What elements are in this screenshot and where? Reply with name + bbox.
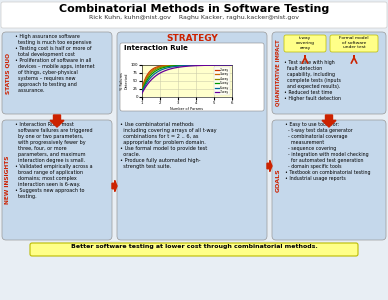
5-way (164, 65, 168, 69)
2-way (145, 73, 150, 76)
Polygon shape (50, 115, 64, 127)
FancyBboxPatch shape (284, 35, 326, 52)
Line: 5-way: 5-way (142, 65, 232, 91)
7-way (230, 63, 234, 67)
4-way (140, 88, 144, 92)
2-way (164, 64, 168, 67)
FancyBboxPatch shape (117, 32, 267, 240)
5-way (222, 63, 227, 67)
4-way (164, 64, 168, 68)
6-way (143, 83, 148, 87)
FancyBboxPatch shape (2, 32, 112, 114)
5-way (143, 81, 148, 85)
FancyBboxPatch shape (2, 120, 112, 240)
2-way (143, 76, 148, 80)
6-way (164, 66, 168, 70)
Text: • Interaction Rule: most
  software failures are triggered
  by one or two param: • Interaction Rule: most software failur… (15, 122, 93, 199)
Y-axis label: % Failures
Detected: % Failures Detected (120, 72, 129, 90)
2-way (140, 87, 144, 91)
6-way (222, 63, 227, 67)
3-way (164, 64, 168, 68)
Line: 3-way: 3-way (142, 65, 232, 90)
7-way (140, 92, 144, 95)
Text: STATUS QUO: STATUS QUO (5, 52, 10, 94)
Text: QUANTITATIVE IMPACT: QUANTITATIVE IMPACT (275, 40, 281, 106)
Text: Rick Kuhn, kuhn@nist.gov    Raghu Kacker, raghu.kacker@nist.gov: Rick Kuhn, kuhn@nist.gov Raghu Kacker, r… (89, 15, 299, 20)
Text: Better software testing at lower cost through combinatorial methods.: Better software testing at lower cost th… (71, 244, 317, 249)
4-way (145, 76, 150, 80)
Text: STRATEGY: STRATEGY (166, 34, 218, 43)
2-way (222, 63, 227, 67)
2-way (230, 63, 234, 67)
Text: GOALS: GOALS (275, 168, 281, 192)
7-way (143, 85, 148, 89)
3-way (145, 74, 150, 78)
FancyBboxPatch shape (272, 32, 386, 114)
3-way (222, 63, 227, 67)
Text: • High assurance software
  testing is much too expensive
• Testing cost is half: • High assurance software testing is muc… (15, 34, 95, 93)
FancyBboxPatch shape (120, 43, 264, 111)
Line: 7-way: 7-way (142, 65, 232, 93)
7-way (225, 63, 230, 67)
3-way (140, 88, 144, 92)
FancyBboxPatch shape (30, 243, 358, 256)
6-way (230, 63, 234, 67)
3-way (230, 63, 234, 67)
FancyBboxPatch shape (330, 35, 378, 52)
7-way (156, 72, 161, 76)
Line: 6-way: 6-way (142, 65, 232, 92)
6-way (225, 63, 230, 67)
4-way (143, 79, 148, 83)
7-way (145, 82, 150, 86)
FancyBboxPatch shape (1, 2, 387, 28)
2-way (156, 65, 161, 68)
3-way (143, 78, 148, 81)
FancyBboxPatch shape (272, 120, 386, 240)
Legend: 2-way, 3-way, 4-way, 5-way, 6-way, 7-way: 2-way, 3-way, 4-way, 5-way, 6-way, 7-way (214, 67, 230, 95)
Text: • Easy to use tools for:
  - t-way test data generator
  - combinatorial coverag: • Easy to use tools for: - t-way test da… (285, 122, 371, 181)
Text: NEW INSIGHTS: NEW INSIGHTS (5, 156, 10, 204)
4-way (222, 63, 227, 67)
X-axis label: Number of Params: Number of Params (170, 106, 204, 111)
3-way (225, 63, 230, 67)
7-way (222, 63, 227, 67)
Polygon shape (112, 181, 117, 191)
5-way (145, 78, 150, 81)
5-way (140, 89, 144, 93)
Line: 4-way: 4-way (142, 65, 232, 90)
Text: Combinatorial Methods in Software Testing: Combinatorial Methods in Software Testin… (59, 4, 329, 14)
4-way (225, 63, 230, 67)
6-way (140, 91, 144, 94)
6-way (156, 69, 161, 73)
Polygon shape (267, 160, 272, 172)
Line: 2-way: 2-way (142, 65, 232, 89)
Text: Formal model
of software
under test: Formal model of software under test (339, 36, 369, 50)
Text: • Use combinatorial methods
  including covering arrays of all t-way
  combinati: • Use combinatorial methods including co… (120, 122, 217, 169)
5-way (225, 63, 230, 67)
7-way (164, 68, 168, 72)
6-way (145, 80, 150, 84)
4-way (230, 63, 234, 67)
3-way (156, 65, 161, 69)
Text: • Test suite with high
  fault detection
  capability, including
  complete test: • Test suite with high fault detection c… (284, 60, 341, 101)
5-way (156, 68, 161, 71)
4-way (156, 66, 161, 70)
2-way (225, 63, 230, 67)
5-way (230, 63, 234, 67)
Text: t-way
covering
array: t-way covering array (296, 36, 315, 50)
Polygon shape (322, 115, 336, 127)
Text: Interaction Rule: Interaction Rule (124, 45, 188, 51)
